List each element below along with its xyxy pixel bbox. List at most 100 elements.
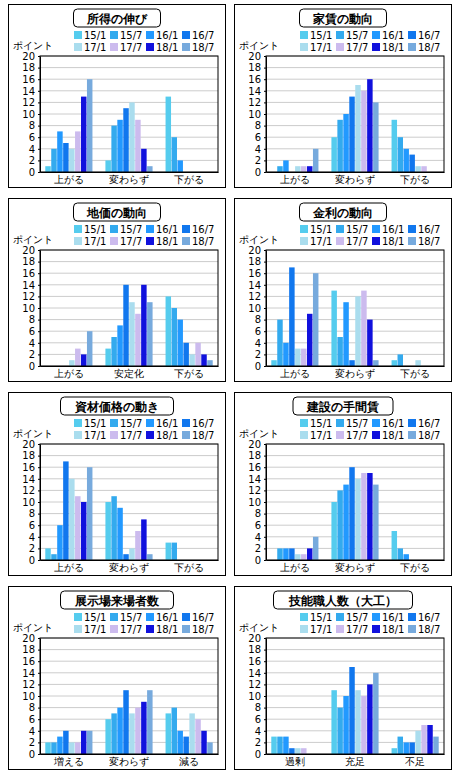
tick: 18 [248,644,266,655]
tick-label: 安定化 [114,368,144,379]
bar [398,354,403,366]
tick-label: 2 [29,155,35,166]
tick-label: 2 [29,737,35,748]
bar [421,725,426,754]
legend-swatch [182,431,190,439]
panel: 金利の動向ポイント15/115/716/116/717/117/718/118/… [235,199,452,382]
tick: 8 [29,120,40,131]
grid-line [40,455,218,456]
legend-label: 18/7 [192,624,214,635]
bar [189,354,194,366]
bar [427,725,432,754]
bar [172,137,177,172]
bar [415,360,420,366]
title-box [74,203,161,221]
grid-line [40,707,218,708]
legend-swatch [336,237,344,245]
bar [313,149,318,172]
legend-swatch [408,225,416,233]
grid-line [40,102,218,103]
bar [117,708,122,754]
tick: 20 [22,51,40,62]
tick-label: 6 [255,132,261,143]
tick-label: 4 [255,532,261,543]
bar [207,742,212,754]
title-box [300,9,387,27]
tick-label: 変わらず [335,174,375,186]
legend-label: 17/1 [84,430,106,441]
legend-label: 18/1 [382,236,404,247]
tick-label: 6 [29,132,35,143]
bar [361,696,366,754]
bar [147,166,152,172]
grid-line [266,148,444,149]
x-axis: 上がる安定化下がる [41,366,219,379]
legend-swatch [182,237,190,245]
legend-label: 15/1 [310,30,332,41]
grid [40,638,218,754]
tick: 6 [255,326,266,337]
legend: 15/115/716/116/717/117/718/118/7 [300,418,440,441]
legend-label: 17/1 [84,42,106,53]
tick-label: 10 [248,691,261,702]
tick-label: 16 [22,656,35,667]
bar [289,748,294,754]
bar [277,737,282,754]
bar [349,467,354,560]
bar [201,354,206,366]
tick: 14 [248,86,266,97]
tick-label: 10 [22,303,35,314]
legend-swatch [408,419,416,427]
x-axis: 上がる変わらず下がる [267,172,445,186]
tick-label: 6 [255,326,261,337]
tick: 16 [248,656,266,667]
tick: 6 [255,132,266,143]
bar [195,719,200,754]
bar [81,731,86,754]
grid-line [266,649,444,650]
bar [81,502,86,560]
bar [392,120,397,172]
tick-label: 16 [22,462,35,473]
legend-label: 15/7 [346,418,368,429]
tick-label: 10 [248,109,261,120]
bar [295,554,300,560]
bar [189,713,194,754]
tick-label: 0 [255,749,261,760]
y-label: ポイント [239,622,279,633]
bar [51,149,56,172]
grid-line [266,67,444,68]
grid-line [40,331,218,332]
legend-swatch [74,237,82,245]
bar [373,673,378,754]
tick: 0 [29,555,40,566]
bar [421,166,426,172]
bar [355,690,360,754]
bar [301,166,306,172]
panel-frame [9,393,226,576]
legend: 15/115/716/116/717/117/718/118/7 [300,30,440,53]
grid-line [266,684,444,685]
bar [45,548,50,560]
grid-line [40,273,218,274]
tick-label: 16 [248,462,261,473]
bar [63,143,68,172]
tick: 変わらず [335,366,375,380]
bar [283,343,288,366]
tick-label: 6 [255,520,261,531]
tick: 8 [255,120,266,131]
tick-label: 20 [248,245,261,256]
legend-label: 15/1 [84,224,106,235]
legend-swatch [182,613,190,621]
legend-swatch [372,31,380,39]
tick-label: 16 [22,268,35,279]
y-axis: 02468101214161820 [248,633,266,760]
legend-swatch [74,225,82,233]
legend-swatch [110,225,118,233]
legend-swatch [110,237,118,245]
tick: 0 [29,749,40,760]
tick: 0 [29,361,40,372]
bar [141,702,146,754]
tick: 4 [29,338,40,349]
bar [111,126,116,172]
